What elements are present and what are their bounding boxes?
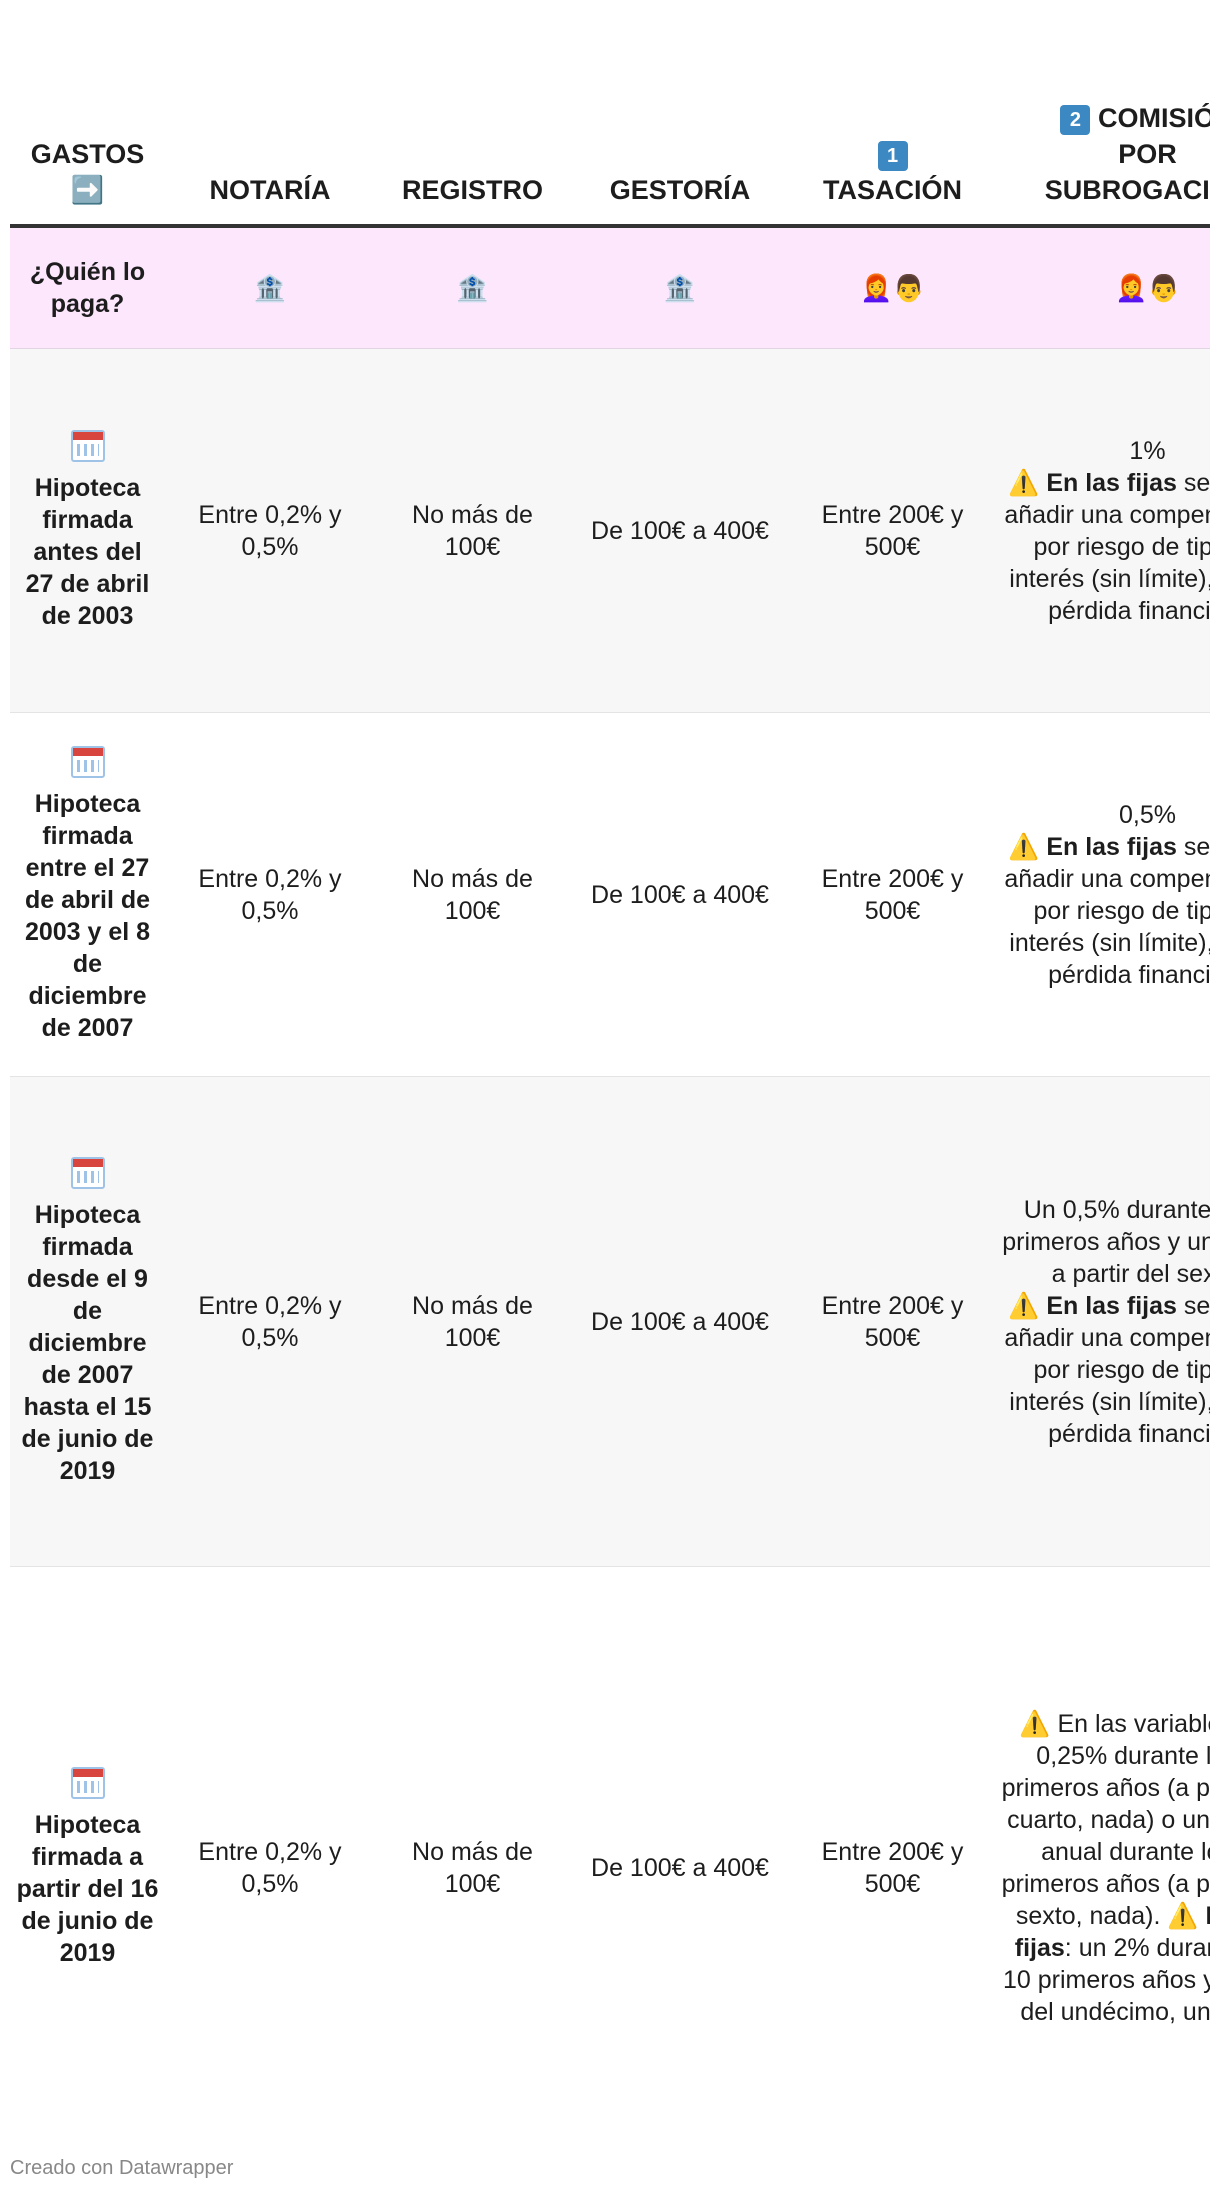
calendar-icon [70,1156,105,1189]
cell-registro: No más de 100€ [375,1566,570,2150]
row-label: Hipoteca firmada desde el 9 de diciembre… [10,1076,165,1567]
row-label: Hipoteca firmada entre el 27 de abril de… [10,712,165,1077]
table-row: Hipoteca firmada desde el 9 de diciembre… [10,1076,1210,1567]
keycap-one-icon: 1 [877,140,908,171]
cell-tasacion: Entre 200€ y 500€ [790,1566,995,2150]
warning-icon: ⚠️ [1008,832,1040,861]
cell-gestoria: De 100€ a 400€ [570,712,790,1077]
cell-notaria: Entre 0,2% y 0,5% [165,712,375,1077]
cell-tasacion: Entre 200€ y 500€ [790,348,995,713]
cell-comision: ⚠️ En las variables: un 0,25% durante lo… [995,1566,1210,2150]
warning-icon: ⚠️ [1008,468,1040,497]
cell-notaria: Entre 0,2% y 0,5% [165,1566,375,2150]
warning-icon: ⚠️ [1019,1709,1051,1738]
warning-icon: ⚠️ [1167,1901,1199,1930]
cell-comision: 1% ⚠️ En las fijas se puede añadir una c… [995,348,1210,713]
bank-icon: 🏦 [165,226,375,349]
table-wrapper: GASTOS ➡️ NOTARÍA REGISTRO GESTORÍA 1 TA… [10,0,1210,2150]
calendar-icon [70,1766,105,1799]
keycap-two-icon: 2 [1060,104,1091,135]
people-icon: 👩‍🦰👨 [995,226,1210,349]
bank-icon: 🏦 [375,226,570,349]
table-row: Hipoteca firmada antes del 27 de abril d… [10,348,1210,713]
cell-gestoria: De 100€ a 400€ [570,1076,790,1567]
header-gastos: GASTOS ➡️ [10,0,165,228]
header-registro: REGISTRO [375,0,570,228]
cell-gestoria: De 100€ a 400€ [570,1566,790,2150]
mortgage-costs-table: GASTOS ➡️ NOTARÍA REGISTRO GESTORÍA 1 TA… [10,0,1210,2150]
cell-notaria: Entre 0,2% y 0,5% [165,348,375,713]
header-comision: 2 COMISIÓN POR SUBROGACIÓN [995,0,1210,228]
row-label: Hipoteca firmada antes del 27 de abril d… [10,348,165,713]
cell-comision: Un 0,5% durante los 5 primeros años y un… [995,1076,1210,1567]
table-row: Hipoteca firmada entre el 27 de abril de… [10,712,1210,1077]
cell-tasacion: Entre 200€ y 500€ [790,1076,995,1567]
calendar-icon [70,745,105,778]
row-label: Hipoteca firmada a partir del 16 de juni… [10,1566,165,2150]
calendar-icon [70,429,105,462]
header-gestoria: GESTORÍA [570,0,790,228]
arrow-right-icon: ➡️ [70,175,105,205]
people-icon: 👩‍🦰👨 [790,226,995,349]
header-notaria: NOTARÍA [165,0,375,228]
cell-registro: No más de 100€ [375,1076,570,1567]
table-header-row: GASTOS ➡️ NOTARÍA REGISTRO GESTORÍA 1 TA… [10,0,1210,228]
table-row: Hipoteca firmada a partir del 16 de juni… [10,1566,1210,2150]
cell-notaria: Entre 0,2% y 0,5% [165,1076,375,1567]
cell-comision: 0,5% ⚠️ En las fijas se puede añadir una… [995,712,1210,1077]
cell-registro: No más de 100€ [375,348,570,713]
cell-gestoria: De 100€ a 400€ [570,348,790,713]
header-tasacion: 1 TASACIÓN [790,0,995,228]
datawrapper-credit[interactable]: Creado con Datawrapper [10,2157,234,2179]
payer-row: ¿Quién lo paga? 🏦 🏦 🏦 👩‍🦰👨 👩‍🦰👨 [10,226,1210,349]
payer-label: ¿Quién lo paga? [10,226,165,349]
cell-registro: No más de 100€ [375,712,570,1077]
bank-icon: 🏦 [570,226,790,349]
cell-tasacion: Entre 200€ y 500€ [790,712,995,1077]
warning-icon: ⚠️ [1008,1291,1040,1320]
